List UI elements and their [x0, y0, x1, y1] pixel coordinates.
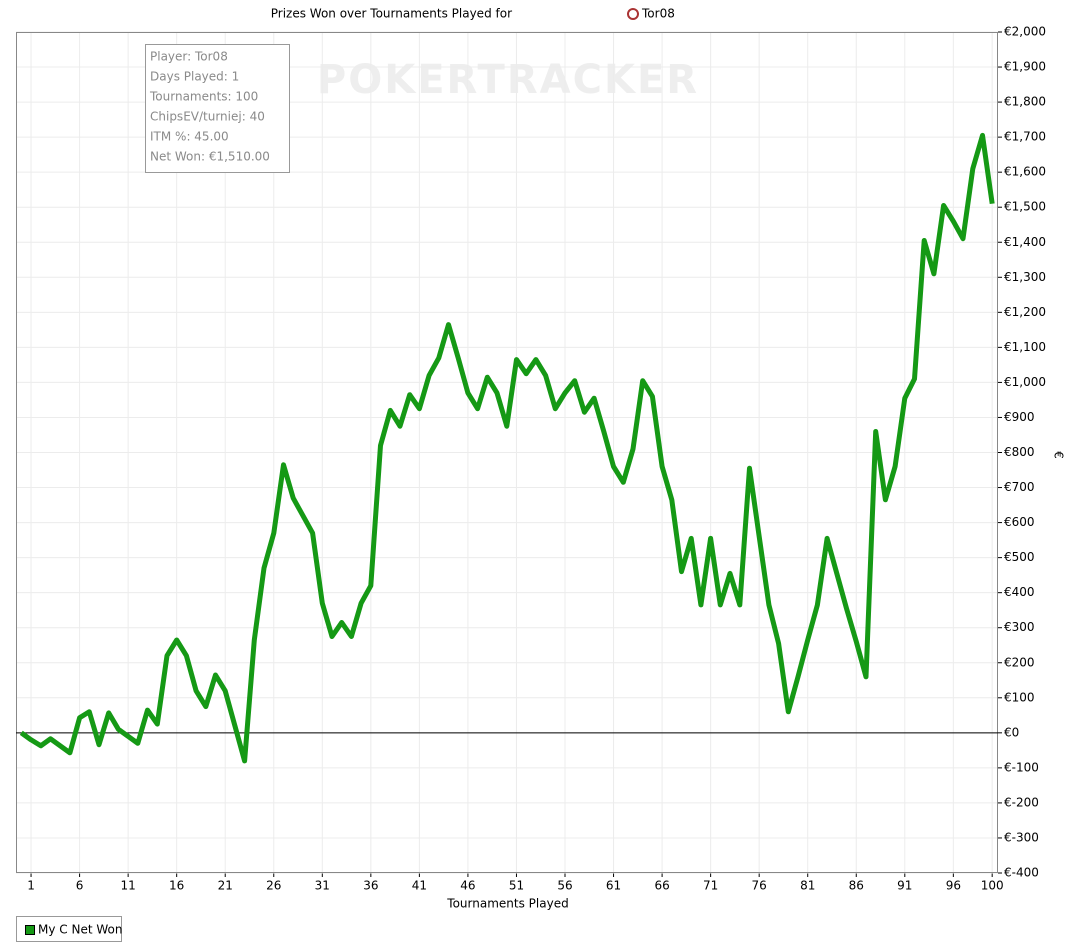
- y-tick-label: €400: [1004, 585, 1035, 599]
- x-tick-label: 56: [557, 879, 572, 893]
- y-tick-label: €1,500: [1004, 200, 1046, 214]
- y-tick-label: €2,000: [1004, 25, 1046, 39]
- series-line: [19, 132, 995, 764]
- y-tick-label: €800: [1004, 445, 1035, 459]
- x-tick-label: 51: [509, 879, 524, 893]
- x-tick-label: 100: [981, 879, 1004, 893]
- x-tick-label: 91: [897, 879, 912, 893]
- y-tick-label: €500: [1004, 550, 1035, 564]
- watermark: POKERTRACKER: [317, 57, 699, 103]
- info-line: ChipsEV/turniej: 40: [150, 110, 265, 124]
- legend-swatch: [25, 925, 35, 935]
- x-tick-label: 66: [654, 879, 669, 893]
- y-tick-label: €-200: [1004, 795, 1039, 809]
- y-tick-label: €1,300: [1004, 270, 1046, 284]
- info-line: Tournaments: 100: [149, 90, 258, 104]
- y-tick-label: €1,200: [1004, 305, 1046, 319]
- x-tick-label: 16: [169, 879, 184, 893]
- x-tick-label: 41: [412, 879, 427, 893]
- player-icon: [627, 8, 639, 20]
- x-tick-label: 76: [752, 879, 767, 893]
- title-player: Tor08: [641, 7, 675, 21]
- y-tick-label: €200: [1004, 655, 1035, 669]
- x-tick-label: 96: [946, 879, 961, 893]
- y-tick-label: €-400: [1004, 866, 1039, 880]
- x-axis-label: Tournaments Played: [446, 897, 568, 911]
- info-box: [145, 44, 290, 173]
- y-tick-label: €300: [1004, 620, 1035, 634]
- y-tick-label: €-100: [1004, 760, 1039, 774]
- x-tick-label: 31: [315, 879, 330, 893]
- x-tick-label: 46: [460, 879, 475, 893]
- x-tick-label: 86: [849, 879, 864, 893]
- y-tick-label: €-300: [1004, 830, 1039, 844]
- y-tick-label: €900: [1004, 410, 1035, 424]
- x-tick-label: 11: [120, 879, 135, 893]
- x-tick-label: 1: [27, 879, 35, 893]
- y-tick-label: €1,900: [1004, 60, 1046, 74]
- x-tick-label: 26: [266, 879, 281, 893]
- y-tick-label: €100: [1004, 690, 1035, 704]
- y-tick-label: €700: [1004, 480, 1035, 494]
- y-tick-label: €1,000: [1004, 375, 1046, 389]
- x-tick-label: 81: [800, 879, 815, 893]
- y-tick-label: €0: [1004, 725, 1019, 739]
- y-tick-label: €1,700: [1004, 130, 1046, 144]
- y-tick-label: €1,600: [1004, 165, 1046, 179]
- x-tick-label: 6: [76, 879, 84, 893]
- x-tick-label: 71: [703, 879, 718, 893]
- x-tick-label: 61: [606, 879, 621, 893]
- info-line: Player: Tor08: [150, 50, 228, 64]
- y-tick-label: €1,100: [1004, 340, 1046, 354]
- x-tick-label: 21: [218, 879, 233, 893]
- info-line: Days Played: 1: [150, 70, 239, 84]
- y-tick-label: €1,800: [1004, 95, 1046, 109]
- chart-title: Prizes Won over Tournaments Played for: [271, 7, 512, 21]
- plot-border: [16, 32, 998, 873]
- y-axis-label: €: [1052, 451, 1066, 459]
- x-tick-label: 36: [363, 879, 378, 893]
- info-line: ITM %: 45.00: [150, 130, 229, 144]
- y-tick-label: €600: [1004, 515, 1035, 529]
- legend-label: My C Net Won: [38, 923, 122, 937]
- info-line: Net Won: €1,510.00: [150, 150, 270, 164]
- y-tick-label: €1,400: [1004, 235, 1046, 249]
